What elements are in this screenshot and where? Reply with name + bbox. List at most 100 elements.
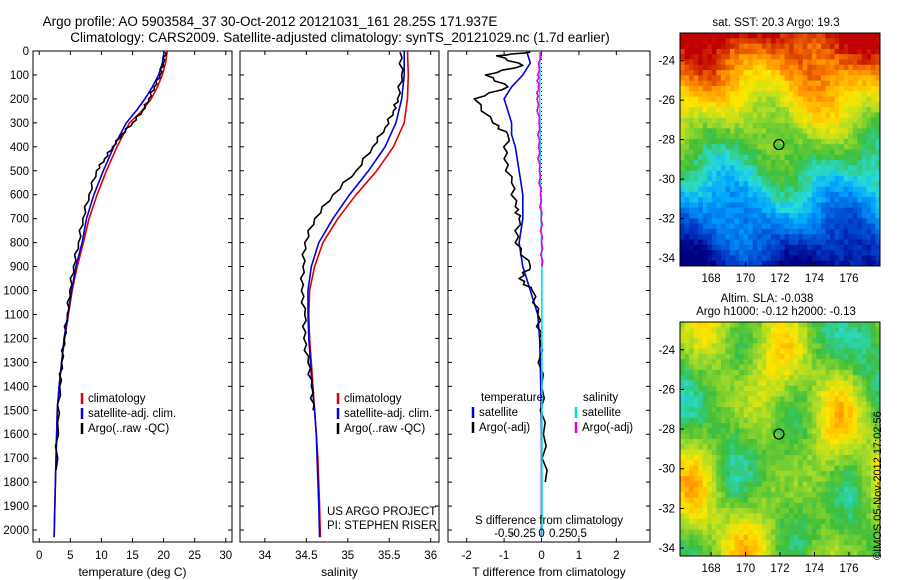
heatmap-cell — [702, 197, 708, 203]
heatmap-cell — [734, 144, 740, 150]
heatmap-cell — [739, 454, 745, 461]
heatmap-cell — [757, 481, 763, 488]
heatmap-cell — [857, 228, 863, 235]
heatmap-cell — [739, 197, 745, 203]
heatmap-cell — [702, 369, 708, 376]
heatmap-cell — [770, 369, 776, 376]
heatmap-cell — [807, 449, 813, 456]
heatmap-cell — [730, 460, 735, 466]
heatmap-cell — [743, 375, 749, 381]
heatmap-cell — [802, 128, 808, 135]
heatmap-cell — [748, 107, 754, 113]
heatmap-cell — [820, 234, 826, 240]
heatmap-cell — [798, 186, 804, 193]
heatmap-cell — [802, 369, 808, 376]
heatmap-cell — [707, 481, 713, 488]
heatmap-cell — [807, 348, 813, 355]
heatmap-cell — [730, 149, 735, 156]
heatmap-cell — [780, 540, 785, 546]
heatmap-cell — [807, 508, 813, 514]
heatmap-cell — [839, 550, 845, 557]
heatmap-cell — [798, 43, 804, 50]
heatmap-cell — [689, 534, 695, 541]
heatmap-cell — [757, 223, 763, 230]
heatmap-cell — [875, 545, 881, 552]
heatmap-cell — [789, 545, 795, 552]
heatmap-cell — [784, 322, 790, 328]
heatmap-cell — [757, 423, 763, 429]
heatmap-cell — [816, 128, 822, 135]
heatmap-cell — [702, 428, 708, 435]
heatmap-cell — [807, 48, 813, 55]
heatmap-cell — [707, 470, 713, 477]
heatmap-cell — [811, 160, 817, 166]
heatmap-cell — [857, 337, 863, 344]
heatmap-cell — [857, 327, 863, 334]
heatmap-cell — [743, 186, 749, 193]
heatmap-cell — [743, 197, 749, 203]
heatmap-cell — [816, 175, 822, 182]
heatmap-cell — [757, 117, 763, 124]
heatmap-cell — [752, 444, 758, 451]
heatmap-cell — [684, 492, 690, 498]
heatmap-cell — [802, 401, 808, 408]
heatmap-cell — [752, 80, 758, 87]
heatmap-cell — [775, 428, 781, 435]
heatmap-cell — [875, 492, 881, 498]
heatmap-cell — [839, 380, 845, 387]
y-tick-label: 1900 — [3, 501, 29, 513]
x-tick-label: 170 — [736, 563, 755, 575]
heatmap-cell — [807, 154, 813, 161]
heatmap-cell — [680, 348, 685, 355]
x-tick-label: 5 — [67, 550, 73, 562]
heatmap-cell — [716, 43, 722, 50]
heatmap-cell — [725, 54, 731, 60]
heatmap-cell — [707, 91, 713, 97]
heatmap-cell — [770, 337, 776, 344]
heatmap-cell — [693, 492, 699, 498]
heatmap-cell — [702, 385, 708, 392]
heatmap-cell — [707, 123, 713, 129]
heatmap-cell — [743, 502, 749, 509]
heatmap-cell — [866, 149, 872, 156]
heatmap-cell — [693, 540, 699, 546]
heatmap-cell — [684, 396, 690, 403]
heatmap-cell — [702, 85, 708, 92]
heatmap-cell — [834, 412, 840, 419]
heatmap-cell — [852, 454, 858, 461]
heatmap-cell — [834, 33, 840, 39]
heatmap-cell — [798, 433, 804, 440]
heatmap-cell — [702, 396, 708, 403]
heatmap-cell — [780, 343, 785, 349]
heatmap-cell — [843, 486, 849, 493]
heatmap-cell — [720, 107, 726, 113]
heatmap-cell — [734, 207, 740, 214]
heatmap-cell — [861, 123, 867, 129]
heatmap-cell — [843, 540, 849, 546]
heatmap-cell — [852, 117, 858, 124]
heatmap-cell — [793, 123, 799, 129]
heatmap-cell — [857, 223, 863, 230]
heatmap-cell — [866, 213, 872, 219]
heatmap-cell — [825, 75, 831, 82]
heatmap-cell — [793, 255, 799, 262]
heatmap-cell — [802, 123, 808, 129]
heatmap-cell — [770, 170, 776, 177]
heatmap-cell — [789, 327, 795, 334]
heatmap-cell — [702, 375, 708, 381]
heatmap-cell — [707, 138, 713, 145]
heatmap-cell — [752, 170, 758, 177]
heatmap-cell — [875, 117, 881, 124]
heatmap-cell — [698, 128, 704, 135]
heatmap-cell — [689, 508, 695, 514]
heatmap-cell — [870, 322, 876, 328]
heatmap-cell — [707, 327, 713, 334]
heatmap-cell — [720, 48, 726, 55]
heatmap-cell — [825, 359, 831, 365]
heatmap-cell — [734, 545, 740, 552]
heatmap-cell — [816, 91, 822, 97]
heatmap-cell — [684, 550, 690, 557]
heatmap-cell — [798, 348, 804, 355]
heatmap-cell — [875, 255, 881, 262]
heatmap-cell — [770, 364, 776, 371]
